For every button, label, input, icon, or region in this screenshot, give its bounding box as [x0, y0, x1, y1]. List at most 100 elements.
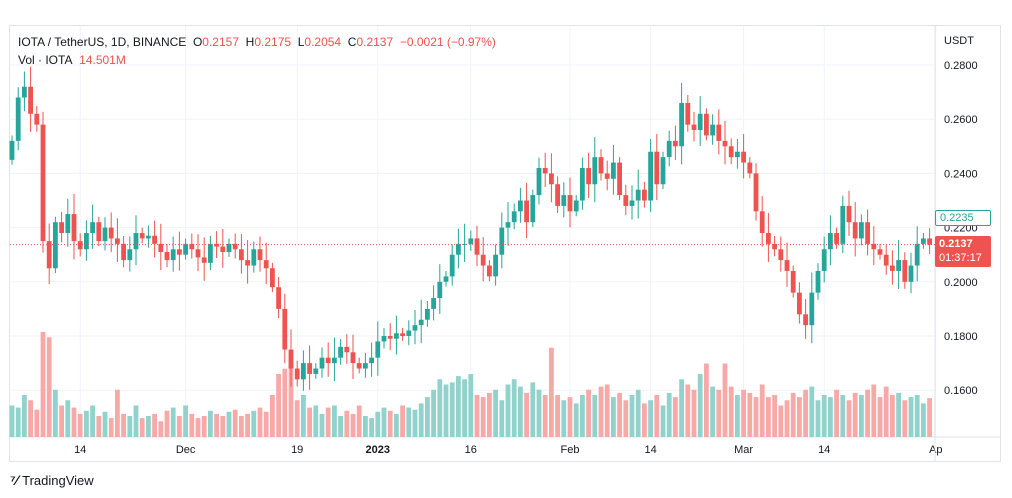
- candle-body: [611, 162, 616, 179]
- candle-body: [456, 243, 461, 255]
- volume-bar: [220, 416, 226, 437]
- volume-bar: [611, 397, 616, 437]
- volume-bar: [890, 395, 895, 437]
- candle-body: [350, 352, 356, 364]
- volume-bar: [170, 407, 176, 437]
- volume-bar: [834, 389, 839, 437]
- candle-body: [778, 249, 784, 261]
- volume-bar: [146, 416, 151, 437]
- volume-bar: [592, 395, 598, 437]
- candle-body: [102, 227, 108, 242]
- candle-body: [431, 298, 436, 309]
- currency-label: USDT: [944, 35, 974, 47]
- candle-body: [809, 292, 815, 326]
- volume-bar: [660, 405, 666, 437]
- volume-bar: [183, 405, 188, 437]
- volume-bar: [139, 418, 145, 437]
- candle-body: [722, 140, 728, 147]
- candle-body: [443, 276, 449, 282]
- candle-body: [871, 243, 877, 250]
- volume-bar: [133, 405, 139, 437]
- volume-bar: [493, 389, 498, 437]
- tradingview-logo-icon: ⁷⁄: [10, 472, 19, 488]
- volume-bar: [511, 379, 517, 437]
- volume-bar: [294, 400, 300, 437]
- volume-bar: [815, 400, 821, 437]
- symbol-title[interactable]: IOTA / TetherUS, 1D, BINANCE: [18, 35, 187, 49]
- candle-body: [561, 195, 567, 206]
- volume-bar: [778, 405, 784, 437]
- candle-body: [418, 319, 424, 326]
- volume-bar: [208, 410, 213, 437]
- candle-body: [220, 246, 226, 252]
- candle-body: [251, 249, 257, 266]
- volume-bar: [629, 395, 635, 437]
- candle-body: [133, 233, 139, 250]
- candle-body: [642, 189, 647, 201]
- volume-bar: [332, 405, 337, 437]
- open-label: O: [192, 35, 203, 49]
- candle-body: [828, 233, 833, 250]
- volume-bar: [363, 416, 368, 437]
- volume-bar: [381, 407, 387, 437]
- chart-frame: [9, 25, 1001, 462]
- candle-body: [387, 336, 393, 339]
- candle-body: [902, 260, 908, 282]
- volume-bar: [821, 395, 827, 437]
- volume-bar: [344, 410, 350, 437]
- candle-body: [164, 251, 170, 261]
- volume-bar: [46, 337, 52, 437]
- candle-body: [40, 124, 46, 242]
- volume-bar: [406, 407, 412, 437]
- candle-body: [859, 222, 864, 239]
- candle-body: [921, 238, 926, 244]
- candle-body: [697, 113, 703, 131]
- candle-body: [375, 341, 381, 358]
- volume-bar: [840, 395, 846, 437]
- candle-body: [821, 249, 827, 271]
- tradingview-logo[interactable]: ⁷⁄ TradingView: [10, 472, 94, 488]
- volume-bar: [127, 416, 133, 437]
- volume-bar: [226, 411, 232, 437]
- candle-body: [338, 346, 343, 358]
- volume-bar: [177, 416, 182, 437]
- candle-body: [840, 205, 846, 244]
- candle-body: [759, 211, 765, 234]
- candle-body: [580, 167, 585, 201]
- x-tick-label: Feb: [561, 444, 580, 456]
- candle-body: [270, 268, 275, 288]
- candle-body: [245, 260, 250, 266]
- candle-body: [927, 238, 932, 245]
- candle-body: [301, 363, 306, 380]
- candle-body: [716, 124, 722, 141]
- low-value: 0.2054: [304, 35, 342, 49]
- volume-bar: [325, 407, 331, 437]
- volume-value: 14.501M: [79, 53, 126, 67]
- candle-body: [146, 235, 151, 239]
- candle-body: [15, 97, 21, 141]
- candle-body: [753, 173, 759, 212]
- candle-body: [846, 205, 852, 223]
- volume-bar: [865, 389, 870, 437]
- candle-body: [797, 292, 802, 315]
- volume-bar: [102, 411, 108, 437]
- volume-bar: [685, 384, 691, 437]
- candle-body: [158, 243, 164, 252]
- volume-bar: [239, 416, 244, 437]
- volume-bar: [555, 395, 560, 437]
- candle-body: [307, 363, 312, 374]
- volume-bar: [747, 392, 753, 437]
- candle-body: [592, 157, 598, 185]
- volume-bar: [301, 395, 306, 437]
- candle-body: [660, 157, 666, 185]
- volume-bar: [257, 407, 263, 437]
- candle-body: [735, 151, 740, 158]
- x-tick-label: Mar: [734, 444, 753, 456]
- volume-bar: [418, 403, 424, 437]
- volume-bar: [790, 392, 796, 437]
- volume-bar: [84, 410, 89, 437]
- x-tick-label: 14: [818, 444, 830, 456]
- volume-bar: [883, 386, 889, 437]
- candle-body: [530, 195, 536, 223]
